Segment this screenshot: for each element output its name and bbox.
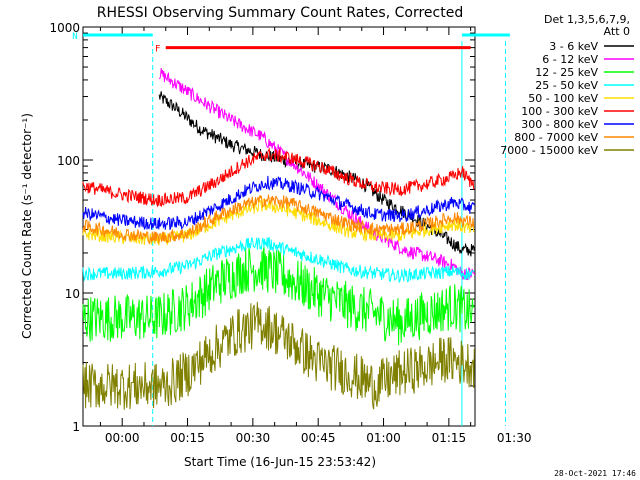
legend-entry-label: 100 - 300 keV <box>521 105 598 118</box>
legend-entry-label: 3 - 6 keV <box>549 40 598 53</box>
series-lines <box>82 67 476 410</box>
legend-entry-label: 50 - 100 keV <box>528 92 598 105</box>
y-axis-label: Corrected Count Rate (s⁻¹ detector⁻¹) <box>20 113 34 339</box>
y-tick-label: 1 <box>72 420 80 434</box>
axis-ticks: 00:00 00:15 00:30 00:45 01:00 01:15 01:30 1 10 10… <box>49 21 531 445</box>
legend-entry-label: 800 - 7000 keV <box>514 131 598 144</box>
flag-label: F <box>155 45 160 55</box>
series-line <box>82 236 475 284</box>
legend-entry-label: 25 - 50 keV <box>535 79 598 92</box>
x-axis-label: Start Time (16-Jun-15 23:53:42) <box>184 455 376 469</box>
series-line <box>82 175 475 231</box>
x-tick-label: 00:15 <box>170 431 205 445</box>
series-line <box>82 301 475 410</box>
x-tick-label: 01:15 <box>432 431 467 445</box>
plot-area-frame <box>82 26 476 427</box>
y-tick-label: 10 <box>65 287 80 301</box>
legend-entry-label: 300 - 800 keV <box>521 118 598 131</box>
x-tick-label: 00:30 <box>236 431 271 445</box>
x-tick-label: 01:00 <box>366 431 401 445</box>
footer-date: 28-Oct-2021 17:46 <box>554 469 636 478</box>
x-tick-label: 01:30 <box>497 431 532 445</box>
legend-header-line: Det 1,3,5,6,7,9, <box>544 13 630 26</box>
series-line <box>82 245 475 346</box>
legend-header-line: Att 0 <box>604 25 630 38</box>
legend-entry-label: 12 - 25 keV <box>535 66 598 79</box>
x-tick-label: 00:45 <box>301 431 336 445</box>
series-line <box>158 67 476 281</box>
chart-title: RHESSI Observing Summary Count Rates, Co… <box>97 5 463 21</box>
series-line <box>82 194 475 245</box>
legend-entry-label: 6 - 12 keV <box>542 53 598 66</box>
y-tick-label: 100 <box>57 154 80 168</box>
flag-label: N <box>72 32 77 42</box>
x-tick-label: 00:00 <box>105 431 140 445</box>
series-line <box>82 147 475 208</box>
legend-entry-label: 7000 - 15000 keV <box>500 144 598 157</box>
y-tick-label: 1000 <box>49 21 80 35</box>
